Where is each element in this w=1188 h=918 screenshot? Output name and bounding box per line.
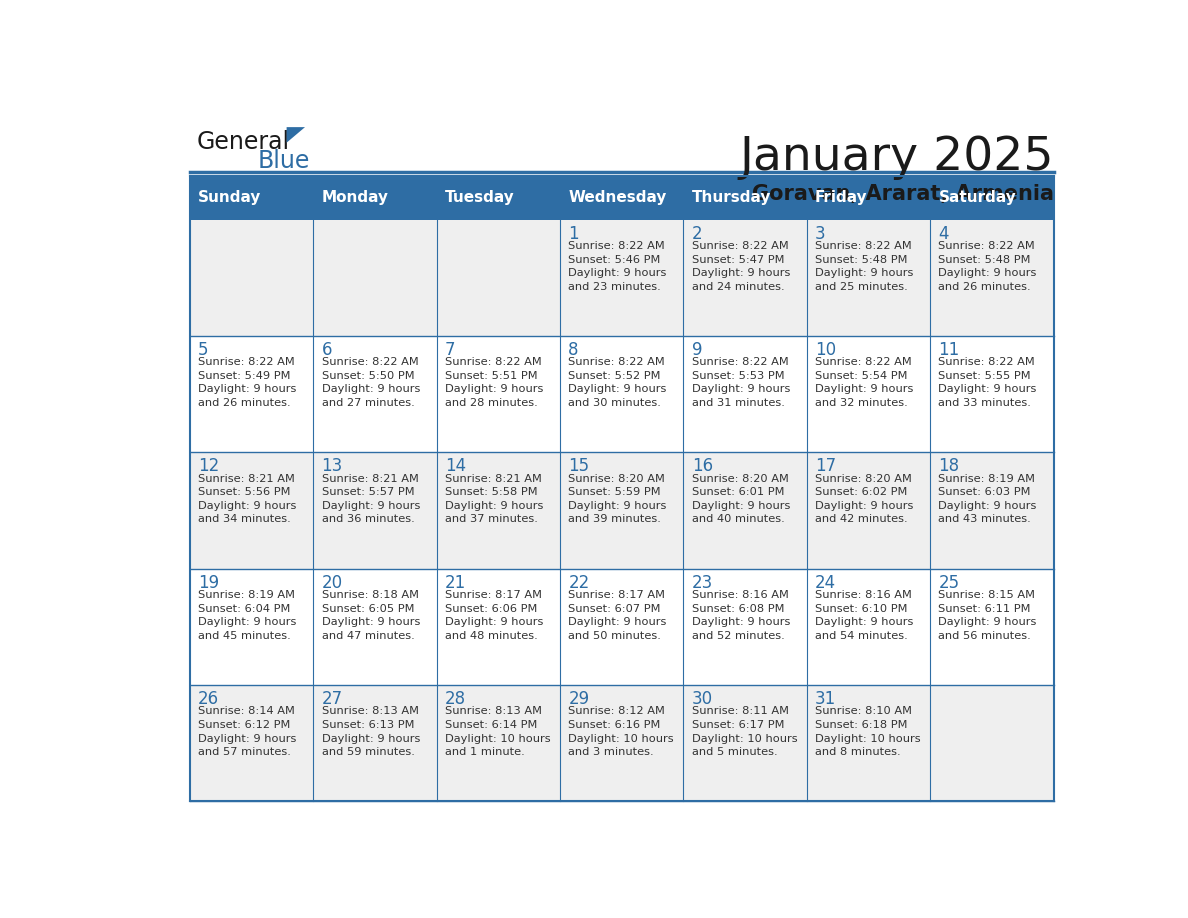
Bar	[314, 176, 437, 219]
Text: Sunrise: 8:22 AM
Sunset: 5:55 PM
Daylight: 9 hours
and 33 minutes.: Sunrise: 8:22 AM Sunset: 5:55 PM Dayligh…	[939, 357, 1037, 409]
Bar	[190, 336, 1054, 453]
Text: Sunrise: 8:16 AM
Sunset: 6:08 PM
Daylight: 9 hours
and 52 minutes.: Sunrise: 8:16 AM Sunset: 6:08 PM Dayligh…	[691, 590, 790, 641]
Text: 1: 1	[568, 225, 579, 242]
Text: Sunday: Sunday	[198, 190, 261, 206]
Text: 26: 26	[198, 690, 220, 708]
Text: Monday: Monday	[322, 190, 388, 206]
Text: Sunrise: 8:22 AM
Sunset: 5:54 PM
Daylight: 9 hours
and 32 minutes.: Sunrise: 8:22 AM Sunset: 5:54 PM Dayligh…	[815, 357, 914, 409]
Polygon shape	[286, 127, 305, 142]
Text: Sunrise: 8:20 AM
Sunset: 5:59 PM
Daylight: 9 hours
and 39 minutes.: Sunrise: 8:20 AM Sunset: 5:59 PM Dayligh…	[568, 474, 666, 524]
Bar	[190, 569, 1054, 685]
Text: 21: 21	[446, 574, 466, 592]
Text: 7: 7	[446, 341, 455, 359]
Bar	[930, 176, 1054, 219]
Text: Sunrise: 8:11 AM
Sunset: 6:17 PM
Daylight: 10 hours
and 5 minutes.: Sunrise: 8:11 AM Sunset: 6:17 PM Dayligh…	[691, 706, 797, 757]
Text: Sunrise: 8:22 AM
Sunset: 5:46 PM
Daylight: 9 hours
and 23 minutes.: Sunrise: 8:22 AM Sunset: 5:46 PM Dayligh…	[568, 241, 666, 292]
Text: 18: 18	[939, 457, 960, 476]
Text: 3: 3	[815, 225, 826, 242]
Text: Wednesday: Wednesday	[568, 190, 666, 206]
Text: Blue: Blue	[257, 149, 310, 173]
Text: Sunrise: 8:16 AM
Sunset: 6:10 PM
Daylight: 9 hours
and 54 minutes.: Sunrise: 8:16 AM Sunset: 6:10 PM Dayligh…	[815, 590, 914, 641]
Text: 17: 17	[815, 457, 836, 476]
Text: 23: 23	[691, 574, 713, 592]
Text: 4: 4	[939, 225, 949, 242]
Text: 15: 15	[568, 457, 589, 476]
Bar	[807, 176, 930, 219]
Text: 22: 22	[568, 574, 589, 592]
Text: Tuesday: Tuesday	[446, 190, 514, 206]
Text: Sunrise: 8:19 AM
Sunset: 6:03 PM
Daylight: 9 hours
and 43 minutes.: Sunrise: 8:19 AM Sunset: 6:03 PM Dayligh…	[939, 474, 1037, 524]
Text: 5: 5	[198, 341, 209, 359]
Bar	[190, 176, 314, 219]
Text: 14: 14	[446, 457, 466, 476]
Text: 20: 20	[322, 574, 342, 592]
Text: 24: 24	[815, 574, 836, 592]
Text: Goravan, Ararat, Armenia: Goravan, Ararat, Armenia	[752, 185, 1054, 205]
Text: 9: 9	[691, 341, 702, 359]
Text: Sunrise: 8:17 AM
Sunset: 6:07 PM
Daylight: 9 hours
and 50 minutes.: Sunrise: 8:17 AM Sunset: 6:07 PM Dayligh…	[568, 590, 666, 641]
Text: Sunrise: 8:22 AM
Sunset: 5:53 PM
Daylight: 9 hours
and 31 minutes.: Sunrise: 8:22 AM Sunset: 5:53 PM Dayligh…	[691, 357, 790, 409]
Text: 30: 30	[691, 690, 713, 708]
Text: Sunrise: 8:22 AM
Sunset: 5:48 PM
Daylight: 9 hours
and 25 minutes.: Sunrise: 8:22 AM Sunset: 5:48 PM Dayligh…	[815, 241, 914, 292]
Bar	[437, 176, 560, 219]
Text: Sunrise: 8:21 AM
Sunset: 5:56 PM
Daylight: 9 hours
and 34 minutes.: Sunrise: 8:21 AM Sunset: 5:56 PM Dayligh…	[198, 474, 297, 524]
Text: 12: 12	[198, 457, 220, 476]
Text: 27: 27	[322, 690, 342, 708]
Text: 31: 31	[815, 690, 836, 708]
Text: 19: 19	[198, 574, 220, 592]
Text: January 2025: January 2025	[739, 135, 1054, 180]
Text: Sunrise: 8:22 AM
Sunset: 5:50 PM
Daylight: 9 hours
and 27 minutes.: Sunrise: 8:22 AM Sunset: 5:50 PM Dayligh…	[322, 357, 421, 409]
Text: Sunrise: 8:18 AM
Sunset: 6:05 PM
Daylight: 9 hours
and 47 minutes.: Sunrise: 8:18 AM Sunset: 6:05 PM Dayligh…	[322, 590, 421, 641]
Text: Sunrise: 8:19 AM
Sunset: 6:04 PM
Daylight: 9 hours
and 45 minutes.: Sunrise: 8:19 AM Sunset: 6:04 PM Dayligh…	[198, 590, 297, 641]
Text: 10: 10	[815, 341, 836, 359]
Text: 2: 2	[691, 225, 702, 242]
Text: 8: 8	[568, 341, 579, 359]
Text: 13: 13	[322, 457, 343, 476]
Bar	[190, 219, 1054, 336]
Text: Sunrise: 8:10 AM
Sunset: 6:18 PM
Daylight: 10 hours
and 8 minutes.: Sunrise: 8:10 AM Sunset: 6:18 PM Dayligh…	[815, 706, 921, 757]
Text: Sunrise: 8:22 AM
Sunset: 5:47 PM
Daylight: 9 hours
and 24 minutes.: Sunrise: 8:22 AM Sunset: 5:47 PM Dayligh…	[691, 241, 790, 292]
Bar	[190, 685, 1054, 801]
Text: Sunrise: 8:22 AM
Sunset: 5:48 PM
Daylight: 9 hours
and 26 minutes.: Sunrise: 8:22 AM Sunset: 5:48 PM Dayligh…	[939, 241, 1037, 292]
Bar	[560, 176, 683, 219]
Text: Sunrise: 8:17 AM
Sunset: 6:06 PM
Daylight: 9 hours
and 48 minutes.: Sunrise: 8:17 AM Sunset: 6:06 PM Dayligh…	[446, 590, 543, 641]
Text: 11: 11	[939, 341, 960, 359]
Text: Sunrise: 8:21 AM
Sunset: 5:58 PM
Daylight: 9 hours
and 37 minutes.: Sunrise: 8:21 AM Sunset: 5:58 PM Dayligh…	[446, 474, 543, 524]
Text: Saturday: Saturday	[939, 190, 1016, 206]
Text: Sunrise: 8:13 AM
Sunset: 6:14 PM
Daylight: 10 hours
and 1 minute.: Sunrise: 8:13 AM Sunset: 6:14 PM Dayligh…	[446, 706, 550, 757]
Text: Sunrise: 8:14 AM
Sunset: 6:12 PM
Daylight: 9 hours
and 57 minutes.: Sunrise: 8:14 AM Sunset: 6:12 PM Dayligh…	[198, 706, 297, 757]
Text: 16: 16	[691, 457, 713, 476]
Text: Sunrise: 8:20 AM
Sunset: 6:02 PM
Daylight: 9 hours
and 42 minutes.: Sunrise: 8:20 AM Sunset: 6:02 PM Dayligh…	[815, 474, 914, 524]
Text: General: General	[196, 130, 290, 154]
Bar	[683, 176, 807, 219]
Bar	[190, 453, 1054, 569]
Text: 29: 29	[568, 690, 589, 708]
Text: Sunrise: 8:22 AM
Sunset: 5:52 PM
Daylight: 9 hours
and 30 minutes.: Sunrise: 8:22 AM Sunset: 5:52 PM Dayligh…	[568, 357, 666, 409]
Text: Sunrise: 8:13 AM
Sunset: 6:13 PM
Daylight: 9 hours
and 59 minutes.: Sunrise: 8:13 AM Sunset: 6:13 PM Dayligh…	[322, 706, 421, 757]
Text: Sunrise: 8:15 AM
Sunset: 6:11 PM
Daylight: 9 hours
and 56 minutes.: Sunrise: 8:15 AM Sunset: 6:11 PM Dayligh…	[939, 590, 1037, 641]
Text: Sunrise: 8:12 AM
Sunset: 6:16 PM
Daylight: 10 hours
and 3 minutes.: Sunrise: 8:12 AM Sunset: 6:16 PM Dayligh…	[568, 706, 674, 757]
Text: Sunrise: 8:21 AM
Sunset: 5:57 PM
Daylight: 9 hours
and 36 minutes.: Sunrise: 8:21 AM Sunset: 5:57 PM Dayligh…	[322, 474, 421, 524]
Text: Friday: Friday	[815, 190, 867, 206]
Text: 25: 25	[939, 574, 960, 592]
Text: Sunrise: 8:20 AM
Sunset: 6:01 PM
Daylight: 9 hours
and 40 minutes.: Sunrise: 8:20 AM Sunset: 6:01 PM Dayligh…	[691, 474, 790, 524]
Text: Sunrise: 8:22 AM
Sunset: 5:51 PM
Daylight: 9 hours
and 28 minutes.: Sunrise: 8:22 AM Sunset: 5:51 PM Dayligh…	[446, 357, 543, 409]
Text: 6: 6	[322, 341, 333, 359]
Text: 28: 28	[446, 690, 466, 708]
Text: Thursday: Thursday	[691, 190, 771, 206]
Text: Sunrise: 8:22 AM
Sunset: 5:49 PM
Daylight: 9 hours
and 26 minutes.: Sunrise: 8:22 AM Sunset: 5:49 PM Dayligh…	[198, 357, 297, 409]
